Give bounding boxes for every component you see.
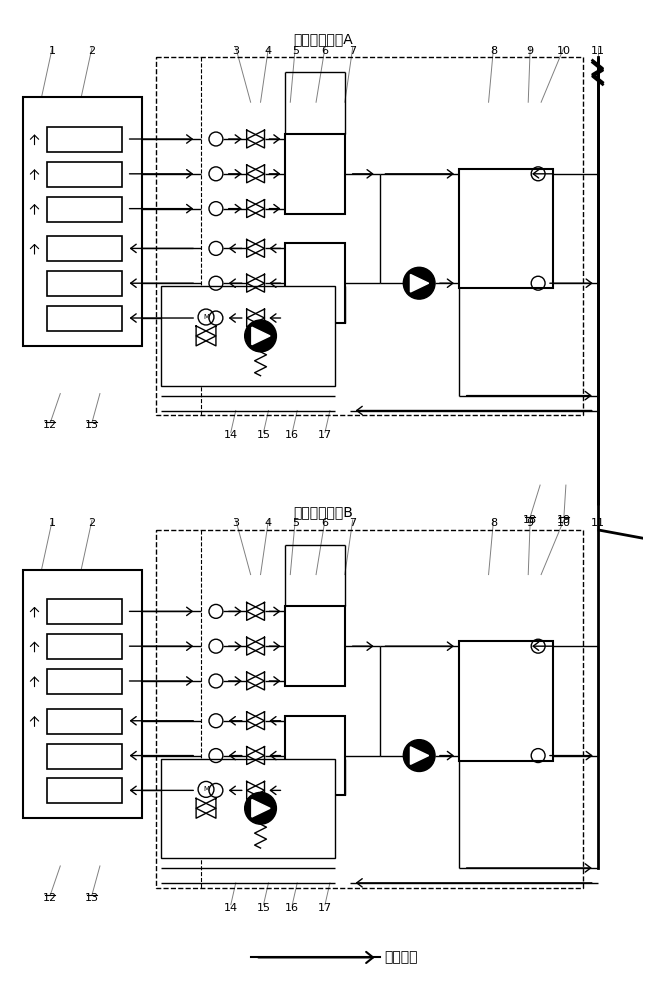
Bar	[47, 306, 121, 331]
Text: 6: 6	[322, 518, 328, 528]
Bar	[47, 162, 121, 187]
Text: 5: 5	[292, 518, 298, 528]
Text: 16: 16	[286, 430, 299, 440]
Bar	[286, 134, 345, 214]
Text: 3: 3	[233, 46, 239, 56]
Bar	[47, 744, 121, 768]
Text: 流动方向: 流动方向	[384, 950, 418, 964]
Polygon shape	[410, 747, 429, 764]
Bar	[47, 634, 121, 659]
Text: 12: 12	[43, 420, 57, 430]
Text: 8: 8	[490, 46, 497, 56]
Bar	[156, 57, 583, 415]
Text: 12: 12	[43, 893, 57, 903]
Bar	[47, 197, 121, 222]
Bar	[459, 169, 553, 288]
Text: 11: 11	[590, 518, 605, 528]
Bar	[47, 709, 121, 734]
Text: 9: 9	[526, 518, 534, 528]
Bar	[156, 530, 583, 888]
Polygon shape	[252, 327, 270, 345]
Text: 4: 4	[265, 46, 272, 56]
Text: 11: 11	[590, 46, 605, 56]
Text: 10: 10	[557, 46, 571, 56]
Text: 4: 4	[265, 518, 272, 528]
Text: 7: 7	[349, 46, 357, 56]
Text: 17: 17	[318, 903, 332, 913]
Bar	[162, 759, 335, 858]
Text: 15: 15	[256, 903, 271, 913]
Bar	[47, 599, 121, 624]
Bar	[23, 97, 141, 346]
Polygon shape	[410, 274, 429, 292]
Bar	[23, 570, 141, 818]
Text: 9: 9	[526, 46, 534, 56]
Circle shape	[245, 792, 276, 824]
Bar	[459, 641, 553, 761]
Circle shape	[403, 740, 435, 771]
Text: M: M	[203, 786, 209, 792]
Text: 15: 15	[256, 430, 271, 440]
Text: 7: 7	[349, 518, 357, 528]
Text: 5: 5	[292, 46, 298, 56]
Bar	[286, 606, 345, 686]
Text: 10: 10	[557, 518, 571, 528]
Text: 18: 18	[523, 515, 537, 525]
Text: 2: 2	[89, 518, 96, 528]
Bar	[286, 716, 345, 795]
Polygon shape	[252, 800, 270, 817]
Text: 1: 1	[49, 518, 56, 528]
Text: 13: 13	[85, 420, 99, 430]
Text: 分区式能源站B: 分区式能源站B	[293, 505, 353, 519]
Text: 14: 14	[224, 430, 238, 440]
Text: 14: 14	[224, 903, 238, 913]
Bar	[47, 778, 121, 803]
Text: 2: 2	[89, 46, 96, 56]
Text: M: M	[203, 314, 209, 320]
Text: 3: 3	[233, 518, 239, 528]
Text: 6: 6	[322, 46, 328, 56]
Text: 1: 1	[49, 46, 56, 56]
Text: 16: 16	[286, 903, 299, 913]
Text: 8: 8	[490, 518, 497, 528]
Bar	[47, 236, 121, 261]
Circle shape	[245, 320, 276, 352]
Text: 分区式能源站A: 分区式能源站A	[293, 33, 353, 47]
Text: 19: 19	[557, 515, 571, 525]
Bar	[47, 669, 121, 694]
Bar	[286, 243, 345, 323]
Text: 17: 17	[318, 430, 332, 440]
Text: 13: 13	[85, 893, 99, 903]
Bar	[47, 127, 121, 152]
Circle shape	[403, 267, 435, 299]
Bar	[47, 271, 121, 296]
Bar	[162, 286, 335, 386]
